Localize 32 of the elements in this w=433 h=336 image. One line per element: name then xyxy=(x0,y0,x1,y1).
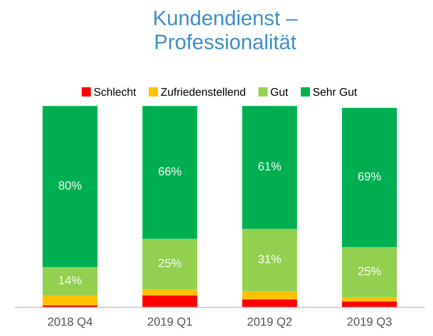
bar xyxy=(342,297,397,302)
data-label: 66% xyxy=(158,167,182,176)
chart-title: Kundendienst – Professionalität xyxy=(154,10,298,50)
x-tick-label: 2019 Q1 xyxy=(148,317,192,328)
data-label: 80% xyxy=(58,181,82,190)
legend-label: Sehr Gut xyxy=(313,88,357,96)
bar xyxy=(42,106,98,268)
bar xyxy=(142,295,198,308)
legend-label: Zufriedenstellend xyxy=(160,88,246,96)
bar xyxy=(242,228,298,292)
bar xyxy=(42,267,98,296)
data-label: 25% xyxy=(158,258,182,268)
bar xyxy=(242,299,298,308)
bar xyxy=(142,106,198,239)
bar xyxy=(142,238,198,290)
data-label: 31% xyxy=(258,254,282,264)
legend-label: Gut xyxy=(270,88,288,96)
x-tick-label: 2018 Q4 xyxy=(48,317,92,328)
bar xyxy=(242,106,298,229)
bar xyxy=(342,246,397,298)
bar xyxy=(342,301,397,308)
x-tick-label: 2019 Q3 xyxy=(347,317,392,328)
data-label: 14% xyxy=(59,276,82,284)
bar xyxy=(342,108,397,247)
bar xyxy=(42,295,98,306)
bar xyxy=(242,291,298,300)
data-label: 61% xyxy=(258,162,282,170)
x-tick-label: 2019 Q2 xyxy=(248,317,292,328)
data-label: 25% xyxy=(358,266,381,276)
legend-label: Schlecht xyxy=(94,88,136,96)
bar xyxy=(142,289,198,296)
data-label: 69% xyxy=(358,172,381,181)
